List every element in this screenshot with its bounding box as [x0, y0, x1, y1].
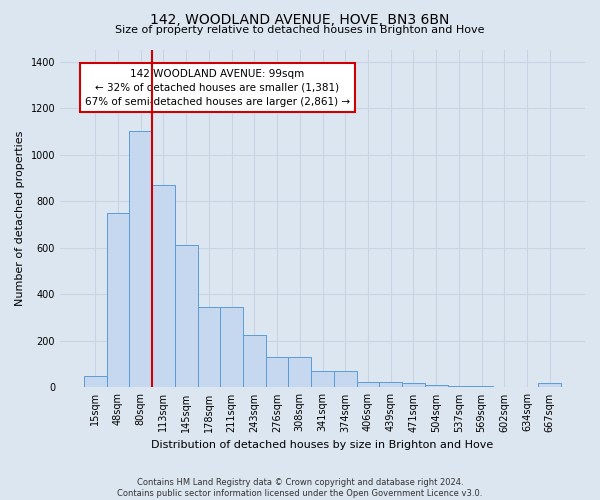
- Bar: [379, 382, 402, 388]
- X-axis label: Distribution of detached houses by size in Brighton and Hove: Distribution of detached houses by size …: [151, 440, 494, 450]
- Bar: [152, 185, 175, 388]
- Bar: [538, 383, 561, 388]
- Bar: [107, 213, 130, 388]
- Bar: [356, 382, 379, 388]
- Bar: [130, 132, 152, 388]
- Bar: [197, 307, 220, 388]
- Bar: [448, 386, 470, 388]
- Bar: [402, 383, 425, 388]
- Bar: [243, 335, 266, 388]
- Bar: [266, 357, 289, 388]
- Text: 142, WOODLAND AVENUE, HOVE, BN3 6BN: 142, WOODLAND AVENUE, HOVE, BN3 6BN: [151, 12, 449, 26]
- Bar: [311, 371, 334, 388]
- Bar: [220, 307, 243, 388]
- Bar: [175, 246, 197, 388]
- Bar: [289, 357, 311, 388]
- Bar: [84, 376, 107, 388]
- Bar: [470, 386, 493, 388]
- Y-axis label: Number of detached properties: Number of detached properties: [15, 131, 25, 306]
- Text: Size of property relative to detached houses in Brighton and Hove: Size of property relative to detached ho…: [115, 25, 485, 35]
- Text: 142 WOODLAND AVENUE: 99sqm
← 32% of detached houses are smaller (1,381)
67% of s: 142 WOODLAND AVENUE: 99sqm ← 32% of deta…: [85, 68, 350, 106]
- Bar: [334, 371, 356, 388]
- Text: Contains HM Land Registry data © Crown copyright and database right 2024.
Contai: Contains HM Land Registry data © Crown c…: [118, 478, 482, 498]
- Bar: [425, 385, 448, 388]
